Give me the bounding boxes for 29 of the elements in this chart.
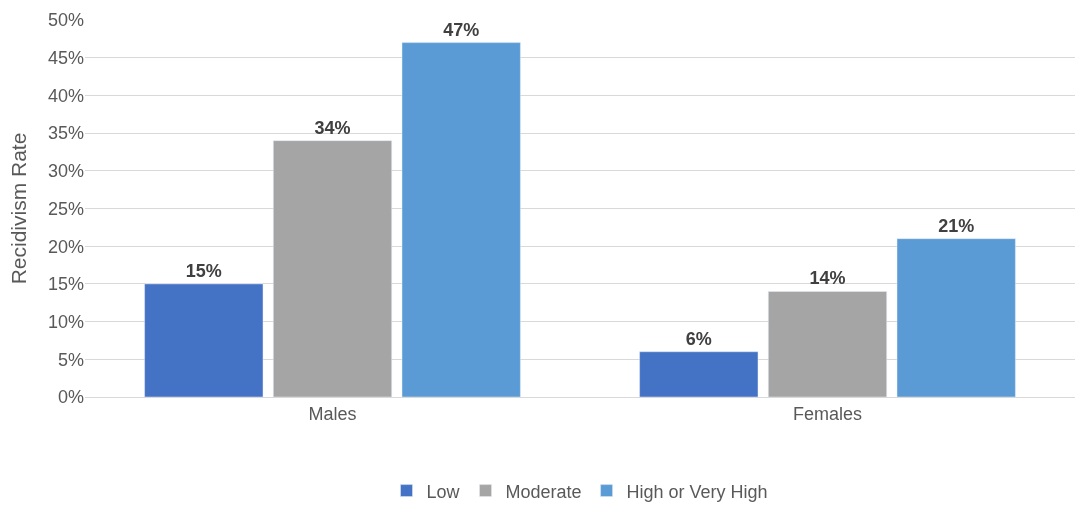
data-label: 14% [809,268,846,289]
data-label: 6% [685,328,712,349]
y-tick-label: 25% [47,198,84,219]
data-label: 21% [938,215,975,236]
bar [639,351,759,397]
bar [144,283,264,397]
y-tick-label: 10% [47,311,84,332]
x-tick-label: Females [792,403,863,424]
data-label: 47% [443,19,480,40]
y-tick-label: 45% [47,48,84,68]
y-tick-label: 5% [57,349,84,370]
y-tick-label: 50% [47,10,84,31]
y-tick-label: 20% [47,236,84,257]
bar [401,42,521,397]
bar [273,140,392,397]
legend-label: Moderate [505,481,582,502]
y-tick-label: 35% [47,123,84,144]
y-tick-label: 40% [47,85,84,106]
y-tick-label: 30% [47,161,84,182]
legend-label: Low [426,481,461,502]
legend-label: High or Very High [626,481,768,502]
y-tick-label: 0% [57,387,84,408]
y-tick-label: 15% [47,274,84,295]
y-axis-title: Recidivism Rate [7,132,31,285]
x-tick-label: Males [308,403,357,424]
bar [768,291,887,397]
bar [896,238,1016,397]
data-label: 34% [314,117,351,138]
data-label: 15% [185,260,222,281]
